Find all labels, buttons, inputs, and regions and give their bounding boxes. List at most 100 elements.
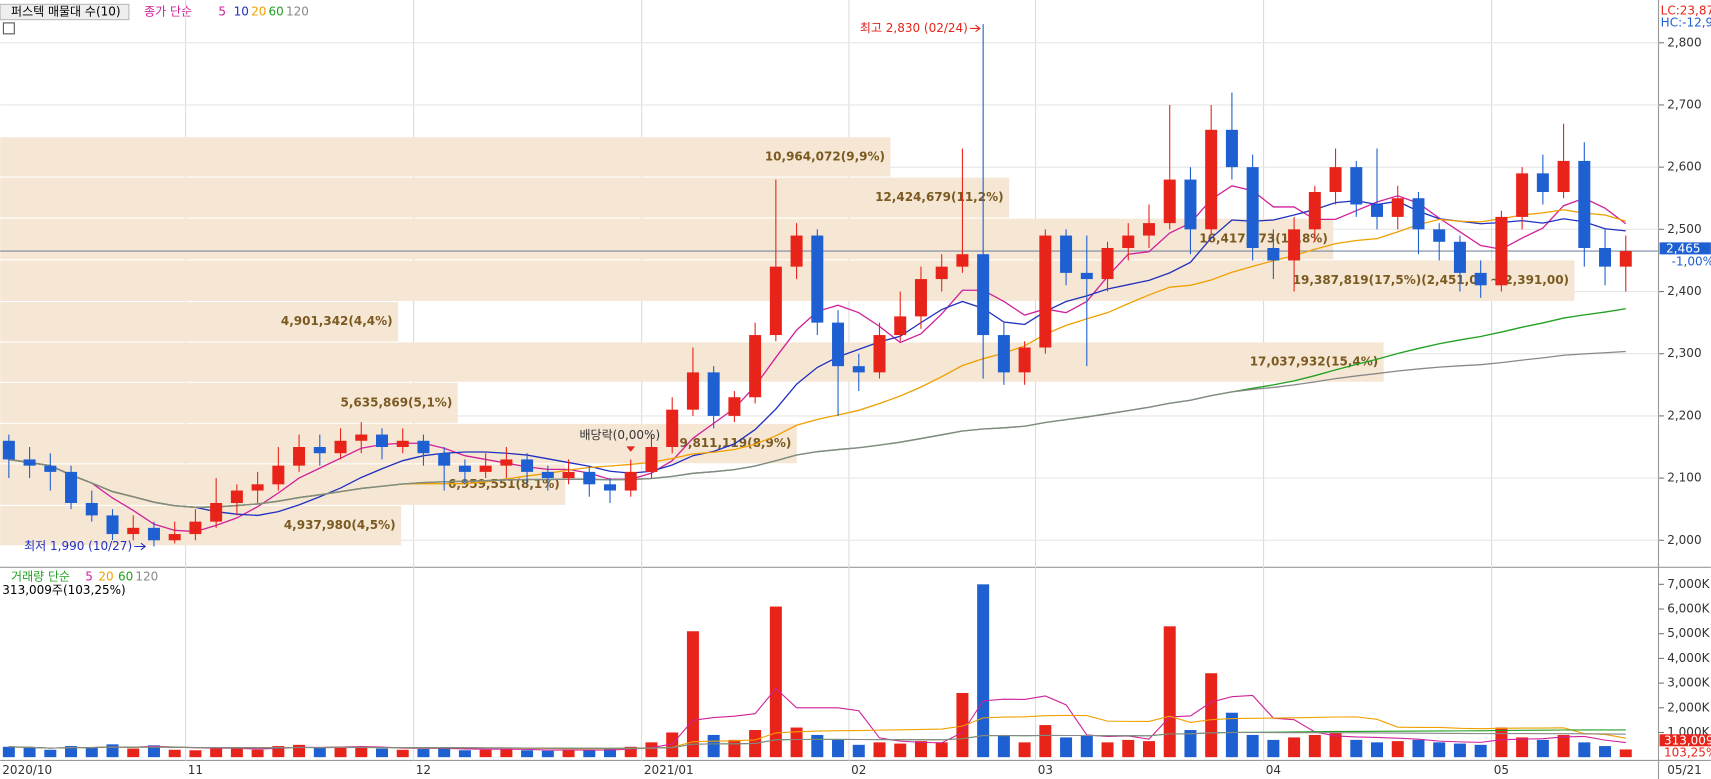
- candle-body: [396, 440, 409, 447]
- candle-body: [1163, 179, 1176, 224]
- candle-body: [1225, 129, 1238, 168]
- volume-bar: [1122, 739, 1135, 758]
- volume-bar: [230, 748, 243, 758]
- candle-body: [790, 235, 803, 267]
- lc: LC:23,87: [1661, 3, 1711, 17]
- candle-body: [1205, 129, 1218, 230]
- volume-bar: [811, 734, 824, 758]
- candle-body: [1308, 192, 1321, 230]
- x-tick-label: 04: [1266, 763, 1281, 777]
- ma-legend: 10: [234, 5, 249, 19]
- v-tick-label: 5,000K: [1667, 626, 1710, 640]
- candle-body: [1288, 229, 1301, 261]
- volume-bar: [210, 747, 223, 758]
- volume-bar: [127, 748, 140, 758]
- volume-bar: [1433, 742, 1446, 758]
- volume-bar: [935, 742, 948, 758]
- volume-bar: [521, 750, 534, 758]
- y-tick-label: 2,700: [1667, 97, 1701, 111]
- candle-body: [541, 471, 554, 479]
- volume-tag: 313,009: [1664, 733, 1711, 747]
- volume-bar: [106, 744, 119, 758]
- volume-bar: [438, 747, 451, 758]
- candle-body: [707, 372, 720, 416]
- volume-bar: [1516, 737, 1529, 758]
- volume-bar: [1599, 746, 1612, 758]
- candle-body: [914, 279, 927, 317]
- volume-bar: [293, 744, 306, 758]
- volume-bar: [1018, 742, 1031, 758]
- volume-bar: [1619, 749, 1632, 758]
- candle-body: [894, 316, 907, 336]
- hc: HC:-12,90: [1661, 15, 1711, 29]
- volume-bar: [956, 692, 969, 758]
- candle-body: [1060, 235, 1073, 273]
- ma-legend: 120: [286, 5, 309, 19]
- candle-body: [85, 502, 98, 516]
- volume-bar: [707, 734, 720, 758]
- candle-body: [355, 434, 368, 441]
- y-tick-label: 2,600: [1667, 160, 1701, 174]
- candle-body: [313, 446, 326, 454]
- candle-body: [127, 527, 140, 535]
- volume-bar: [334, 746, 347, 758]
- candle-body: [583, 471, 596, 485]
- profile-label: 19,387,819(17,5%)(2,451,00 ~ 2,391,00): [1293, 273, 1569, 287]
- v-tick-label: 6,000K: [1667, 602, 1710, 616]
- volume-bar: [479, 749, 492, 758]
- y-tick-label: 2,100: [1667, 471, 1701, 485]
- volume-bar: [1060, 737, 1073, 758]
- volume-bar: [728, 739, 741, 758]
- candle-body: [769, 266, 782, 336]
- volume-bar: [997, 734, 1010, 758]
- candle-body: [1101, 247, 1114, 280]
- vma-line: [8, 731, 1626, 749]
- candle-body: [935, 266, 948, 280]
- candle-body: [1184, 179, 1197, 230]
- volume-bar: [769, 606, 782, 758]
- candle-body: [251, 484, 264, 491]
- volume-bar: [894, 743, 907, 758]
- vma-legend: 60: [118, 570, 133, 584]
- volume-bar: [23, 747, 36, 758]
- volume-bar: [1557, 734, 1570, 758]
- volume-bar: [272, 746, 285, 758]
- candle-body: [23, 459, 36, 466]
- candle-body: [645, 446, 658, 472]
- v-tick-label: 2,000K: [1667, 700, 1710, 714]
- candle-body: [1412, 198, 1425, 230]
- x-tick-label: 2020/10: [2, 763, 52, 777]
- candle-body: [2, 440, 15, 460]
- volume-bar: [44, 749, 57, 758]
- volume-bar: [1578, 742, 1591, 758]
- x-tick-label: 03: [1038, 763, 1053, 777]
- volume-bar: [147, 745, 160, 758]
- x-tick-label: 05: [1494, 763, 1509, 777]
- volume-bar: [1246, 734, 1259, 758]
- volume-info: 313,009주(103,25%): [2, 583, 125, 597]
- candle-body: [1495, 216, 1508, 286]
- candle-body: [44, 465, 57, 472]
- candle-body: [293, 446, 306, 466]
- low-note: 최저 1,990 (10/27): [24, 539, 132, 553]
- candle-body: [1557, 160, 1570, 193]
- profile-label: 4,901,342(4,4%): [281, 314, 393, 328]
- table-icon[interactable]: [2, 22, 15, 35]
- candle-body: [832, 322, 845, 367]
- profile-band: [0, 382, 458, 423]
- candle-body: [147, 527, 160, 541]
- volume-bar: [1205, 673, 1218, 758]
- high-arrow: [970, 24, 981, 33]
- volume-bar: [541, 750, 554, 758]
- candle-body: [624, 471, 637, 491]
- profile-band: [0, 302, 399, 342]
- candle-body: [1433, 229, 1446, 242]
- volume-bar: [686, 631, 699, 758]
- candle-body: [604, 484, 617, 491]
- candle-body: [1371, 204, 1384, 217]
- volume-bar: [1225, 712, 1238, 758]
- candle-body: [1080, 272, 1093, 280]
- title-box[interactable]: [0, 3, 130, 21]
- volume-label: 거래량 단순: [11, 570, 70, 584]
- candle-body: [1619, 251, 1632, 267]
